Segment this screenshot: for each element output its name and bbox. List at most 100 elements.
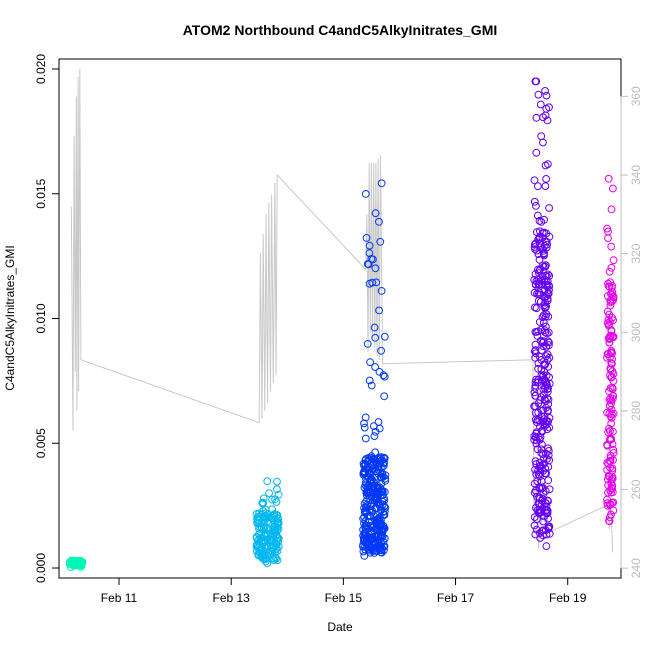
data-point xyxy=(365,376,374,385)
data-point xyxy=(607,205,616,214)
data-point xyxy=(532,436,541,445)
data-point xyxy=(274,490,283,499)
y2-tick-label: 240 xyxy=(629,558,643,578)
data-point xyxy=(606,278,615,287)
data-point xyxy=(606,301,615,310)
data-point xyxy=(365,279,374,288)
data-point xyxy=(607,414,616,422)
data-point xyxy=(539,417,547,426)
data-point xyxy=(608,440,617,449)
data-point xyxy=(273,556,282,565)
data-point xyxy=(258,499,267,507)
data-point xyxy=(539,420,548,429)
data-point xyxy=(541,298,550,307)
data-point xyxy=(366,476,375,485)
y-axis-left: 0.000 0.005 0.010 0.015 0.020 xyxy=(34,54,60,583)
data-point xyxy=(263,530,272,539)
data-point xyxy=(605,320,613,329)
data-point xyxy=(535,507,544,516)
data-point xyxy=(606,412,615,421)
data-point xyxy=(544,312,553,321)
y-axis-right: 240 260 280 300 320 340 360 xyxy=(620,86,643,578)
data-point xyxy=(545,282,554,290)
data-point xyxy=(377,346,386,355)
secondary-series-line xyxy=(70,68,614,553)
data-point xyxy=(378,500,387,509)
data-point xyxy=(530,489,539,497)
data-point xyxy=(544,514,552,523)
data-point xyxy=(542,175,550,183)
data-point xyxy=(541,421,549,430)
data-point xyxy=(539,250,548,259)
data-point xyxy=(541,328,550,337)
data-point xyxy=(377,287,386,295)
data-point xyxy=(263,559,272,568)
data-point xyxy=(74,558,83,567)
data-point xyxy=(534,250,543,259)
data-point xyxy=(366,536,375,544)
data-point xyxy=(536,297,545,306)
point-group-1 xyxy=(65,556,87,571)
data-point xyxy=(537,477,546,486)
data-point xyxy=(609,506,618,515)
data-point xyxy=(532,470,541,479)
data-point xyxy=(536,534,545,542)
data-point xyxy=(368,533,377,542)
data-point xyxy=(268,537,277,545)
data-point xyxy=(268,495,277,504)
data-point xyxy=(603,495,611,504)
data-point xyxy=(375,521,384,530)
data-point xyxy=(252,534,261,542)
data-point xyxy=(270,522,279,531)
data-point xyxy=(257,544,266,553)
data-point xyxy=(545,338,553,347)
data-point xyxy=(257,510,266,519)
data-point xyxy=(257,533,266,542)
data-point xyxy=(535,318,544,326)
data-point xyxy=(535,269,543,278)
data-point xyxy=(373,481,382,490)
data-point xyxy=(545,373,553,382)
data-point xyxy=(544,476,553,485)
data-point xyxy=(545,485,554,494)
data-point xyxy=(533,211,542,220)
data-point xyxy=(363,340,372,348)
data-point xyxy=(531,457,540,466)
data-point xyxy=(607,263,616,272)
data-point xyxy=(543,509,552,518)
data-point xyxy=(530,276,539,284)
data-point xyxy=(608,288,617,297)
data-point xyxy=(604,471,613,480)
data-point xyxy=(603,353,611,362)
data-point xyxy=(362,507,371,515)
data-point xyxy=(270,556,279,565)
data-point xyxy=(538,494,547,503)
data-point xyxy=(609,184,617,193)
data-point xyxy=(608,383,617,392)
data-point xyxy=(370,512,379,520)
data-point xyxy=(607,396,616,405)
data-point xyxy=(257,518,266,527)
data-point xyxy=(367,468,376,477)
data-point xyxy=(362,524,370,533)
data-point xyxy=(537,336,545,345)
data-point xyxy=(541,182,550,191)
y-tick-label: 0.000 xyxy=(34,553,48,583)
data-point xyxy=(537,412,546,421)
data-point xyxy=(366,358,375,367)
data-point xyxy=(372,540,381,548)
data-point xyxy=(371,333,380,342)
data-point xyxy=(608,394,617,403)
data-point xyxy=(363,260,372,268)
data-point xyxy=(539,454,548,463)
x-axis-label: Date xyxy=(327,620,353,634)
data-point xyxy=(272,545,281,554)
data-point xyxy=(380,507,389,516)
secondary-series-path xyxy=(70,68,614,553)
data-point xyxy=(532,113,541,122)
data-point xyxy=(377,548,386,557)
data-point xyxy=(274,538,282,546)
data-point xyxy=(607,242,616,251)
data-point xyxy=(544,160,552,169)
data-point xyxy=(605,472,614,481)
